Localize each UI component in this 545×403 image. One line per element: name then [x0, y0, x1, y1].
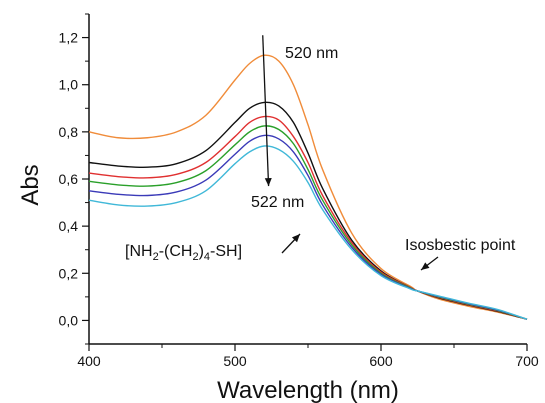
x-tick-label: 600 — [369, 353, 393, 369]
x-tick-label: 400 — [77, 353, 101, 369]
x-axis-ticks: 400 500 600 700 — [77, 344, 539, 369]
peak-shift-arrow — [262, 35, 272, 187]
y-axis-title: Abs — [17, 164, 44, 205]
y-tick-label: 0,0 — [59, 312, 79, 328]
reagent-subscript: 2 — [192, 251, 198, 263]
reagent-part: [NH — [125, 243, 153, 260]
peak-shift-arrow-shaft — [262, 35, 270, 187]
annotation-arrows — [262, 35, 439, 271]
concentration-arrow — [281, 233, 301, 254]
isosbestic-arrow — [420, 256, 439, 271]
y-tick-label: 0,2 — [59, 265, 79, 281]
reagent-subscript: 2 — [153, 251, 159, 263]
reagent-part: -SH] — [210, 243, 242, 260]
x-axis-title: Wavelength (nm) — [217, 377, 399, 403]
y-tick-label: 0,6 — [59, 171, 79, 187]
annotation-reagent: [NH2-(CH2)4-SH] — [125, 243, 242, 263]
y-tick-label: 0,8 — [59, 124, 79, 140]
series-line-4 — [88, 125, 528, 320]
annotation-isosbestic-point: Isosbestic point — [405, 237, 516, 254]
series-line-3 — [88, 115, 528, 320]
reagent-subscript: 4 — [204, 251, 210, 263]
series-line-6 — [88, 145, 528, 320]
y-axis-ticks: 0,0 0,2 0,4 0,6 0,8 1,0 1,2 — [59, 13, 89, 345]
series-group — [88, 54, 528, 320]
annotation-522nm: 522 nm — [251, 194, 304, 211]
y-tick-label: 1,0 — [59, 77, 79, 93]
x-tick-label: 700 — [515, 353, 539, 369]
axes — [88, 14, 527, 345]
reagent-part: ) — [199, 243, 204, 260]
peak-shift-arrow-head — [264, 177, 272, 187]
reagent-part: -(CH — [159, 243, 193, 260]
y-tick-label: 0,4 — [59, 218, 79, 234]
isosbestic-arrow-head — [421, 262, 430, 270]
series-line-1 — [88, 54, 528, 320]
x-tick-label: 500 — [223, 353, 247, 369]
concentration-arrow-head — [291, 234, 300, 243]
annotation-520nm: 520 nm — [285, 45, 338, 62]
y-tick-label: 1,2 — [59, 30, 79, 46]
series-line-2 — [88, 101, 528, 320]
